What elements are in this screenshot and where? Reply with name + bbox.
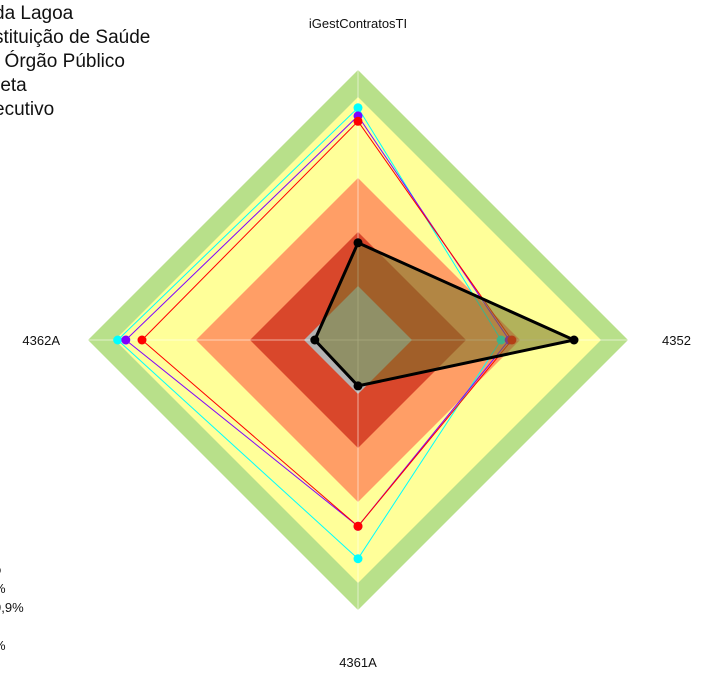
- series-point-3: [569, 335, 579, 345]
- axis-label: 4361A: [339, 655, 377, 670]
- series-point-0: [353, 103, 363, 113]
- legend-top-line: ecutivo: [0, 99, 55, 120]
- legend-top-line: da Lagoa: [0, 3, 74, 24]
- series-point-2: [353, 116, 363, 126]
- legend-bottom-line: %: [0, 579, 24, 598]
- axis-label: 4352: [662, 333, 691, 348]
- series-point-3: [353, 381, 363, 391]
- axis-labels: iGestContratosTI 4352 4361A 4362A: [22, 16, 691, 670]
- legend-bottom-line: 9,9%: [0, 600, 24, 615]
- series-point-2: [137, 335, 147, 345]
- legend-top-line: stituição de Saúde: [0, 27, 151, 48]
- series-point-3: [353, 238, 363, 248]
- series-point-3: [310, 335, 320, 345]
- radar-series: [113, 103, 579, 564]
- legend-top: da Lagoa stituição de Saúde : Órgão Públ…: [0, 2, 150, 122]
- legend-bottom: o % 9,9% %: [0, 560, 24, 655]
- series-point-0: [113, 335, 123, 345]
- legend-top-line: : Órgão Público: [0, 51, 125, 72]
- legend-top-line: reta: [0, 75, 27, 96]
- legend-bottom-line: %: [0, 636, 24, 655]
- legend-bottom-line: o: [0, 560, 24, 579]
- series-point-1: [121, 335, 131, 345]
- series-point-0: [353, 554, 363, 564]
- axis-label: iGestContratosTI: [309, 16, 407, 31]
- series-point-2: [353, 521, 363, 531]
- axis-label: 4362A: [22, 333, 60, 348]
